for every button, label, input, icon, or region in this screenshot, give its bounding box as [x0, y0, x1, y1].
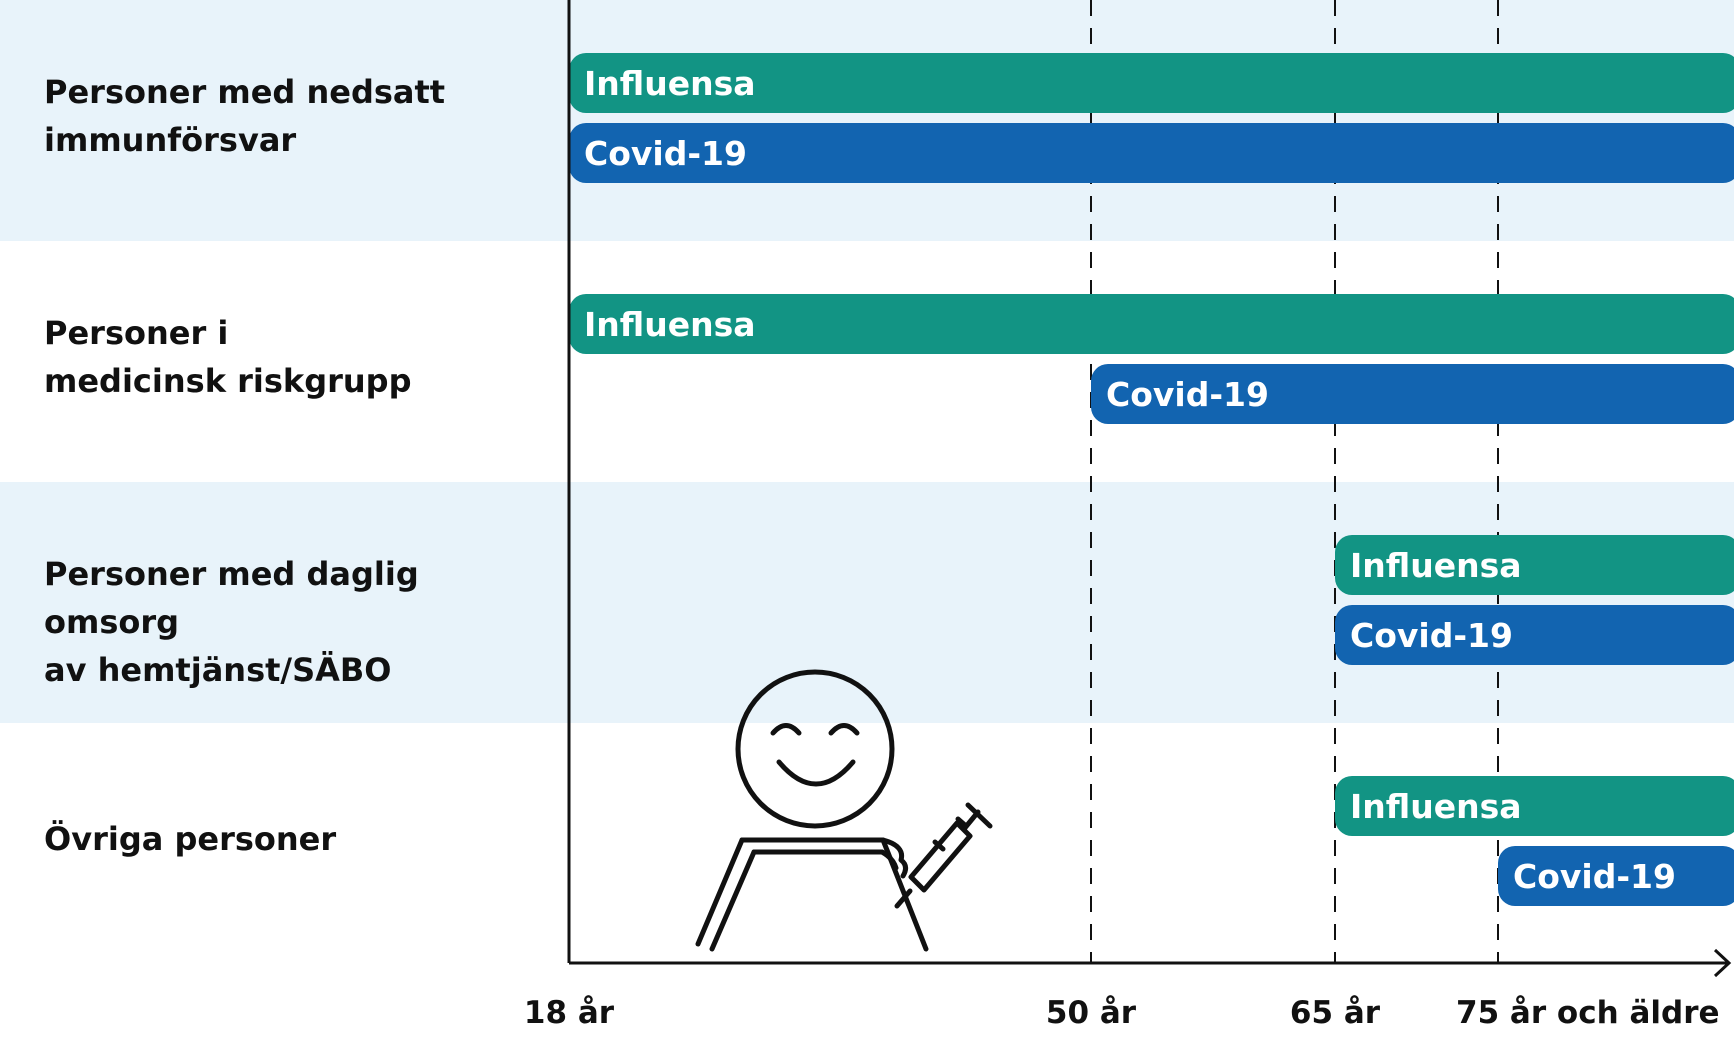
row-label-riskgrupp: Personer i medicinsk riskgrupp	[44, 309, 514, 405]
bar-influensa	[569, 53, 1734, 113]
tick-labels: 18 år 50 år 65 år 75 år och äldre	[524, 995, 1720, 1031]
x-tick-label: 18 år	[524, 995, 615, 1031]
age-gridlines	[1090, 0, 1499, 963]
bar-label: Covid-19	[1350, 616, 1513, 655]
row-label-immunforsvar: Personer med nedsatt immunförsvar	[44, 68, 514, 164]
row-band	[0, 0, 1734, 241]
row-band	[0, 482, 1734, 723]
bars: Influensa Influensa Influensa Influensa Covi…	[569, 53, 1734, 906]
bar-label: Covid-19	[584, 134, 747, 173]
bar-label: Influensa	[584, 305, 756, 344]
bar-covid	[569, 123, 1734, 183]
row-label-line: Personer i	[44, 314, 229, 352]
bar-covid	[1498, 846, 1734, 906]
bar-influensa	[1335, 535, 1734, 595]
bar-label: Covid-19	[1513, 857, 1676, 896]
bar-label: Covid-19	[1106, 375, 1269, 414]
x-tick-label: 75 år och äldre	[1456, 995, 1720, 1031]
vaccinated-person-icon	[695, 669, 993, 952]
bar-covid	[1091, 364, 1734, 424]
axes	[567, 0, 1732, 978]
row-label-omsorg: Personer med daglig omsorg av hemtjänst/…	[44, 550, 514, 694]
row-label-line: Övriga personer	[44, 820, 337, 858]
row-label-line: immunförsvar	[44, 121, 297, 159]
x-tick-label: 50 år	[1046, 995, 1137, 1031]
bar-covid	[1335, 605, 1734, 665]
row-label-line: Personer med nedsatt	[44, 73, 446, 111]
bar-label: Influensa	[1350, 787, 1522, 826]
bar-label: Influensa	[1350, 546, 1522, 585]
bar-influensa	[1335, 776, 1734, 836]
x-axis-arrow-icon	[1713, 948, 1732, 978]
bar-influensa	[569, 294, 1734, 354]
row-label-ovriga: Övriga personer	[44, 815, 514, 863]
row-bands	[0, 0, 1734, 723]
bar-label: Influensa	[584, 64, 756, 103]
row-label-line: Personer med daglig omsorg	[44, 555, 419, 641]
x-tick-label: 65 år	[1290, 995, 1381, 1031]
row-label-line: av hemtjänst/SÄBO	[44, 651, 392, 689]
row-label-line: medicinsk riskgrupp	[44, 362, 412, 400]
